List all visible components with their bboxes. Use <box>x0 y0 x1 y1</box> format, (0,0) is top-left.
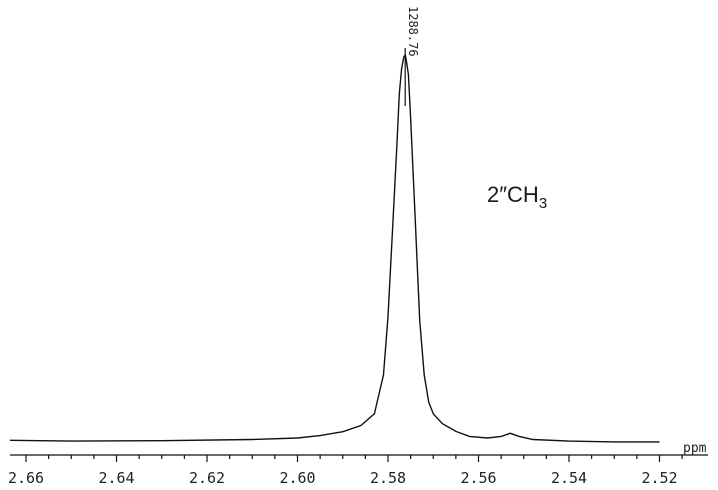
x-tick-label: 2.58 <box>370 469 406 487</box>
peak-label: 1288.76 <box>406 6 420 57</box>
peak-marker-group: 1288.76 <box>404 6 420 106</box>
x-axis: 2.66 2.64 2.62 2.60 2.58 2.56 2.54 2.52 <box>8 454 708 487</box>
spectrum-line <box>9 53 660 443</box>
x-tick-label: 2.62 <box>189 469 225 487</box>
annotation-subscript: 3 <box>539 195 547 212</box>
peak-annotation: 2″CH3 <box>487 182 547 212</box>
x-tick-label: 2.56 <box>460 469 496 487</box>
x-tick-label: 2.66 <box>8 469 44 487</box>
annotation-main: 2″CH <box>487 182 539 207</box>
x-axis-unit-label: ppm <box>683 441 707 456</box>
x-tick-label: 2.52 <box>641 469 677 487</box>
x-tick-label: 2.60 <box>279 469 315 487</box>
x-tick-label: 2.64 <box>98 469 134 487</box>
x-tick-label: 2.54 <box>551 469 587 487</box>
